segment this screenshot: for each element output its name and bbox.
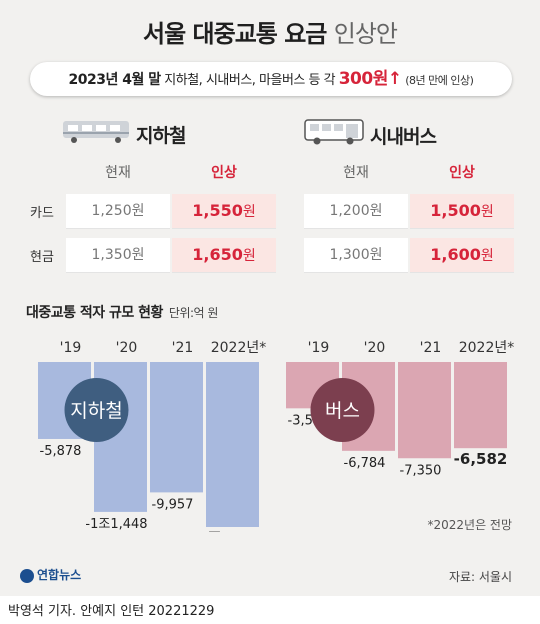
subway-cash-raised-unit: 원 <box>242 248 256 264</box>
subway-card-current: 1,250원 <box>66 194 170 229</box>
bus-card-raised: 1,500원 <box>410 194 514 229</box>
subway-card-raised-unit: 원 <box>242 204 256 220</box>
bus-year-label: '21 <box>420 340 442 356</box>
bus-deficit-bar <box>454 362 507 449</box>
source-text: 자료: 서울시 <box>448 570 512 584</box>
subway-value-label: -1조 2,600 <box>191 529 274 532</box>
subtitle-text: 지하철, 시내버스, 마을버스 등 각 <box>164 73 336 88</box>
bus-card-raised-value: 1,500 <box>430 201 481 220</box>
subway-badge-label: 지하철 <box>70 400 122 422</box>
up-arrow-icon: ↑ <box>387 69 402 89</box>
bus-cash-current: 1,300원 <box>304 238 408 273</box>
subway-year-label: 2022년* <box>211 340 267 356</box>
bus-fare-table: 현재 인상 1,200원 1,500원 1,300원 1,600원 <box>300 158 520 278</box>
bus-badge <box>310 378 375 442</box>
city-bus-icon <box>304 118 364 157</box>
bus-year-label: '20 <box>364 340 386 356</box>
subtitle-amount: 300원 <box>338 69 389 89</box>
bus-label: 시내버스 <box>370 126 437 148</box>
bus-cash-raised-value: 1,600 <box>430 245 481 264</box>
forecast-note: *2022년은 전망 <box>427 518 512 532</box>
deficit-title: 대중교통 적자 규모 현황 단위:억 원 <box>26 302 218 322</box>
subtitle-date: 2023년 4월 말 <box>68 72 162 88</box>
page-title: 서울 대중교통 요금 인상안 <box>0 14 540 49</box>
subway-train-icon <box>62 118 130 155</box>
subtitle-note: (8년 만에 인상) <box>405 74 474 87</box>
subway-value-label: -9,957 <box>152 497 194 512</box>
infographic-card <box>0 0 540 596</box>
bus-value-label: -6,582 <box>454 450 508 468</box>
subway-year-label: '20 <box>116 340 138 356</box>
subway-col-current: 현재 <box>105 165 131 181</box>
logo-mark-icon <box>20 568 34 583</box>
subway-heading: 지하철 <box>62 118 186 155</box>
subway-badge <box>64 378 129 442</box>
bus-value-label: -7,350 <box>400 463 442 478</box>
title-bold: 서울 대중교통 요금 <box>143 20 327 48</box>
row-label-card: 카드 <box>30 206 54 221</box>
subway-year-label: '19 <box>60 340 82 356</box>
logo-text: 연합뉴스 <box>37 568 82 582</box>
row-label-cash: 현금 <box>30 250 54 265</box>
subway-label: 지하철 <box>136 125 186 147</box>
subway-deficit-bar <box>206 362 259 527</box>
bus-year-label: 2022년* <box>459 340 515 356</box>
deficit-chart: '19 -5,878 '20 -1조1,448 '21 -9,957 2022년* -1조 2… <box>38 340 515 532</box>
subway-deficit-bar <box>150 362 203 493</box>
subway-col-raised: 인상 <box>211 165 237 181</box>
yonhap-logo: 연합뉴스 <box>20 566 81 583</box>
title-light: 인상안 <box>333 20 398 48</box>
deficit-unit: 단위:억 원 <box>168 306 219 320</box>
bus-cash-raised-unit: 원 <box>480 248 494 264</box>
bus-card-raised-unit: 원 <box>480 204 494 220</box>
bus-badge-label: 버스 <box>325 400 360 422</box>
bus-cash-raised: 1,600원 <box>410 238 514 273</box>
subway-cash-current: 1,350원 <box>66 238 170 273</box>
bus-col-raised: 인상 <box>449 165 475 181</box>
bus-col-current: 현재 <box>343 165 369 181</box>
subway-card-raised-value: 1,550 <box>192 201 243 220</box>
subway-card-raised: 1,550원 <box>172 194 276 229</box>
subway-fare-table: 현재 인상 카드 현금 1,250원 1,550원 1,350원 1,650원 <box>22 158 282 278</box>
subway-value-label: -5,878 <box>40 444 82 459</box>
bus-value-label: -6,784 <box>344 456 386 471</box>
subway-value-label: -1조1,448 <box>85 517 147 532</box>
deficit-title-text: 대중교통 적자 규모 현황 <box>26 305 163 321</box>
subway-year-label: '21 <box>172 340 194 356</box>
bus-heading: 시내버스 <box>304 118 437 152</box>
subway-cash-raised-value: 1,650 <box>192 245 243 264</box>
byline: 박영석 기자. 안예지 인턴 20221229 <box>8 604 215 619</box>
bus-year-label: '19 <box>308 340 330 356</box>
bus-deficit-bar <box>398 362 451 459</box>
bus-card-current: 1,200원 <box>304 194 408 229</box>
subway-cash-raised: 1,650원 <box>172 238 276 273</box>
subtitle-banner: 2023년 4월 말 지하철, 시내버스, 마을버스 등 각 300원↑ (8년… <box>30 62 512 96</box>
